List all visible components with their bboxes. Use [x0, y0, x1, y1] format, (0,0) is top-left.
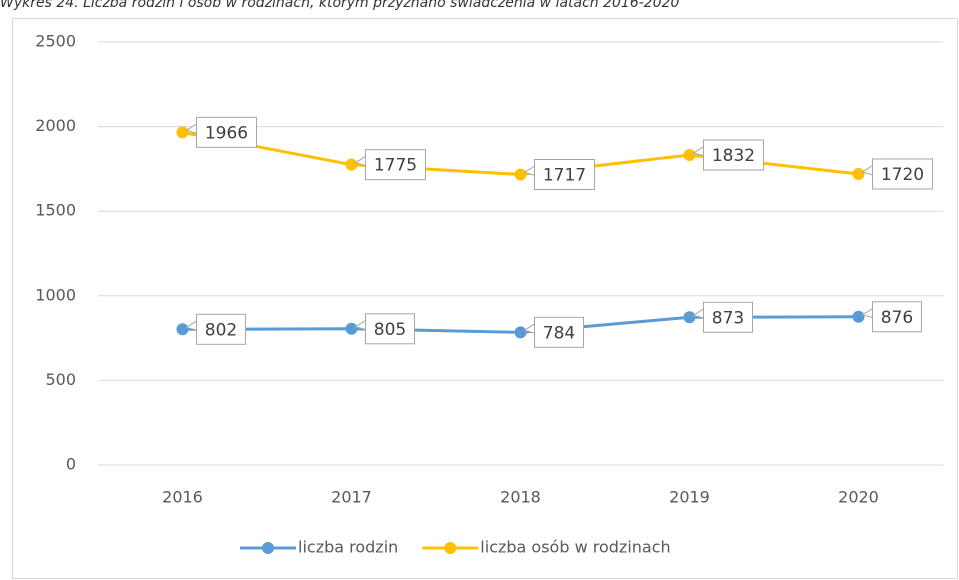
legend-marker [444, 542, 457, 554]
point [683, 311, 696, 324]
data-label: 1966 [205, 123, 248, 143]
callout-box [365, 313, 415, 345]
data-label: 876 [881, 308, 913, 328]
point [852, 167, 865, 180]
legend-marker [262, 542, 274, 554]
chart-title: Wykres 24. Liczba rodzin i osób w rodzin… [0, 0, 680, 11]
data-label: 802 [205, 320, 237, 340]
x-tick-label: 2020 [838, 488, 879, 507]
point [345, 158, 358, 171]
callout-box [872, 301, 922, 333]
x-tick-label: 2016 [162, 488, 203, 507]
legend-label: liczba osób w rodzinach [480, 538, 670, 557]
x-tick-label: 2018 [500, 488, 541, 507]
callout-box [703, 139, 764, 171]
data-label: 873 [712, 308, 744, 328]
data-label: 1717 [543, 165, 586, 185]
point [514, 168, 527, 181]
y-tick-label: 2000 [35, 116, 76, 135]
x-tick-label: 2017 [331, 488, 372, 507]
callout-box [872, 158, 933, 190]
data-label: 805 [374, 320, 406, 340]
callout-box [196, 116, 257, 148]
data-label: 784 [543, 323, 575, 343]
callout-box [534, 158, 595, 190]
callout-box [365, 149, 426, 181]
point [176, 126, 189, 139]
x-tick-label: 2019 [669, 488, 710, 507]
y-tick-label: 2500 [35, 32, 76, 51]
chart-frame [12, 18, 958, 579]
point [852, 310, 865, 323]
point [345, 322, 358, 335]
point [176, 323, 189, 336]
data-label: 1775 [374, 156, 417, 176]
y-tick-label: 1500 [35, 201, 76, 220]
callout-box [534, 316, 584, 348]
y-tick-label: 0 [66, 455, 76, 474]
legend-label: liczba rodzin [298, 538, 398, 557]
data-label: 1720 [881, 165, 924, 185]
point [683, 149, 696, 162]
point [514, 326, 527, 339]
data-label: 1832 [712, 146, 755, 166]
y-tick-label: 500 [45, 370, 76, 389]
y-tick-label: 1000 [35, 285, 76, 304]
callout-box [196, 313, 246, 345]
callout-box [703, 301, 753, 333]
